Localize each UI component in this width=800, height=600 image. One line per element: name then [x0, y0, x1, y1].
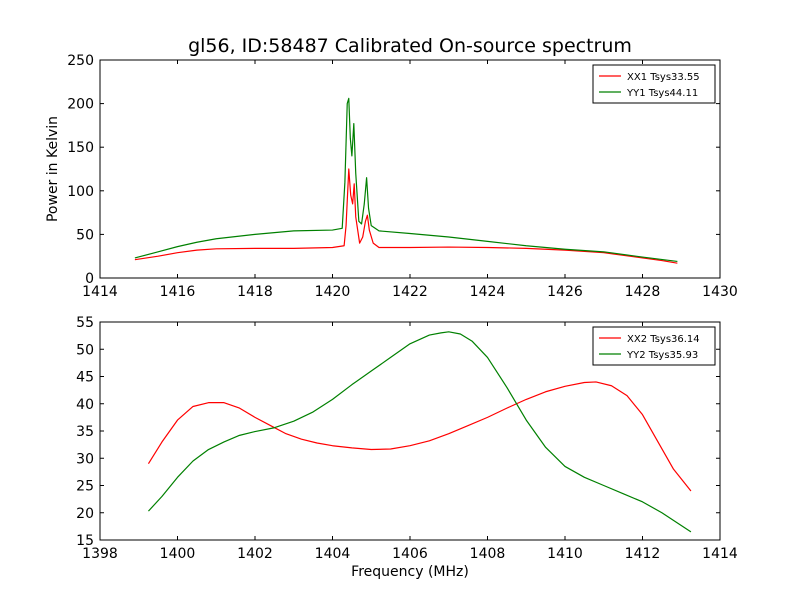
y-tick-label: 25	[76, 479, 94, 495]
series-line-2	[134, 97, 678, 263]
y-tick-label: 0	[85, 271, 94, 287]
y-tick-label: 20	[76, 506, 94, 522]
x-tick-label: 1430	[702, 284, 738, 300]
legend-label: XX1 Tsys33.55	[627, 72, 700, 83]
bottom-panel: 1398 1400 1402 1404 1406 1408 1410 1412 1414 15 20…	[76, 315, 738, 580]
x-tick-label: 1428	[625, 284, 661, 300]
x-tick-label: 1404	[315, 546, 351, 562]
y-tick-label: 15	[76, 533, 94, 549]
x-tick-label: 1420	[315, 284, 351, 300]
x-tick-label: 1422	[392, 284, 428, 300]
series-line-1	[134, 168, 678, 264]
top-panel: 1414 1416 1418 1420 1422 1424 1426 1428 1430 0 50 1…	[45, 53, 738, 300]
x-tick-label: 1424	[470, 284, 506, 300]
y-tick-label: 55	[76, 315, 94, 331]
x-axis-label: Frequency (MHz)	[351, 564, 469, 580]
x-tick-label: 1412	[625, 546, 661, 562]
y-tick-label: 50	[76, 342, 94, 358]
legend-label: XX2 Tsys36.14	[627, 334, 700, 345]
x-tick-label: 1406	[392, 546, 428, 562]
legend: XX2 Tsys36.14 YY2 Tsys35.93	[592, 326, 716, 366]
x-tick-label: 1400	[160, 546, 196, 562]
y-tick-label: 150	[67, 140, 94, 156]
x-tick-label: 1410	[547, 546, 583, 562]
y-tick-label: 50	[76, 227, 94, 243]
series-line-2	[147, 331, 692, 533]
chart-title: gl56, ID:58487 Calibrated On-source spec…	[188, 35, 632, 57]
y-tick-label: 30	[76, 451, 94, 467]
y-tick-label: 200	[67, 97, 94, 113]
x-tick-label: 1408	[470, 546, 506, 562]
y-tick-label: 45	[76, 370, 94, 386]
legend-label: YY1 Tsys44.11	[626, 88, 698, 99]
legend-label: YY2 Tsys35.93	[626, 350, 698, 361]
x-tick-label: 1418	[237, 284, 273, 300]
x-tick-label: 1426	[547, 284, 583, 300]
x-tick-label: 1402	[237, 546, 273, 562]
y-tick-label: 35	[76, 424, 94, 440]
y-tick-label: 40	[76, 397, 94, 413]
x-tick-label: 1398	[82, 546, 118, 562]
y-tick-label: 250	[67, 53, 94, 69]
y-tick-label: 100	[67, 184, 94, 200]
series-line-1	[147, 381, 692, 492]
x-tick-label: 1416	[160, 284, 196, 300]
x-tick-label: 1414	[702, 546, 738, 562]
x-tick-label: 1414	[82, 284, 118, 300]
legend: XX1 Tsys33.55 YY1 Tsys44.11	[592, 64, 716, 104]
y-axis-label: Power in Kelvin	[45, 116, 61, 222]
